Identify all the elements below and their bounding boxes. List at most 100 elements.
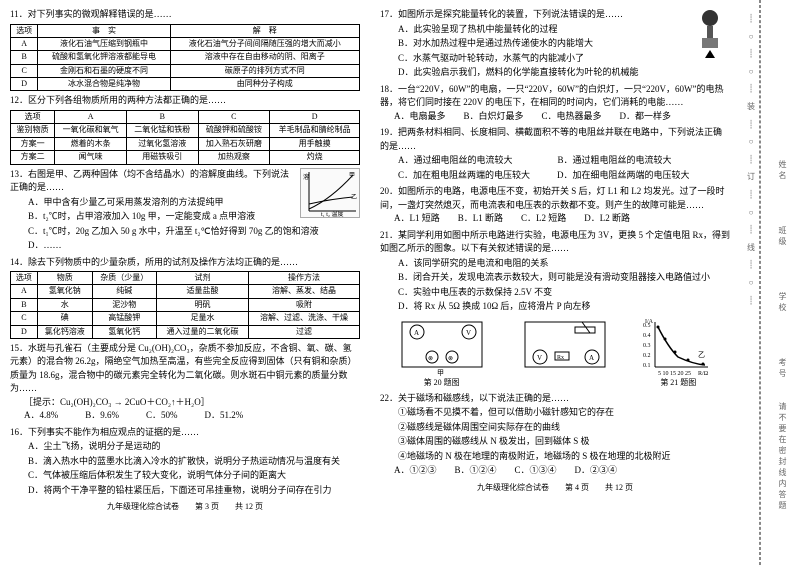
circuit-21: VRxA [520,317,610,389]
q20-title: 20．如图所示的电路，电源电压不变，初始开关 S 后，灯 L1 和 L2 均发光… [380,185,730,212]
svg-text:t₁ t₂ 温度: t₁ t₂ 温度 [321,210,344,217]
q22-opts: ①磁场看不见摸不着，但可以借助小磁针感知它的存在 ②磁感线是磁体周围空间实际存在… [380,406,730,463]
left-column: 11．对下列事实的微观解释错误的是…… 选项 事 实 解 释 A液化石油气压缩到… [0,0,370,565]
cell: 操作方法 [249,272,360,285]
q16: 16．下列事实不能作为相应观点的证据的是…… A．尘土飞扬，说明分子是运动的 B… [10,426,360,498]
solubility-graph: 甲乙溶t₁ t₂ 温度 [300,168,360,218]
opt: C．t₁℃时，20g 乙加入 50 g 水中，升温至 t₂℃恰好得到 70g 乙… [28,225,360,239]
cell: 溶解、过滤、洗涤、干燥 [249,312,360,325]
th: 事 实 [38,24,170,37]
cell: 加热观察 [198,151,270,164]
cell: D [11,325,38,338]
opt: A．该同学研究的是电流和电阻的关系 [398,257,730,271]
svg-text:A: A [414,329,419,337]
q18-opts: A．电扇最多 B．白炽灯最多 C．电热器最多 D．都一样多 [380,110,730,124]
q16-opts: A．尘土飞扬，说明分子是运动的 B．滴入热水中的蓝墨水比滴入冷水的扩散快，说明分… [10,440,360,497]
svg-text:V: V [537,354,542,362]
q20-opts: A．L1 短路 B．L1 断路 C．L2 短路 D．L2 断路 [380,212,730,226]
cell: A [11,37,38,50]
svg-text:R/Ω: R/Ω [698,371,709,377]
cell: 加入熟石灰研磨 [198,137,270,150]
cell: 物质 [37,272,92,285]
left-footer: 九年级理化综合试卷 第 3 页 共 12 页 [10,501,360,513]
circuit-20: A⊗⊗V甲 第 20 题图 [397,317,487,389]
cell: 氢氧化钠 [37,285,92,298]
opt: B．闭合开关，发现电流表示数较大，则可能是没有滑动变阻器接入电路值过小 [398,271,730,285]
graph-21b: 0.50.40.30.20.15 10 15 20 25R/ΩI/A乙 第 21… [643,317,713,389]
cell: 液化石油气压缩到钢瓶中 [38,37,170,50]
cell: C [11,312,38,325]
q11-table: 选项 事 实 解 释 A液化石油气压缩到钢瓶中液化石油气分子间间隔随压强的增大而… [10,24,360,92]
cell: 过滤 [249,325,360,338]
q14: 14．除去下列物质中的少量杂质，所用的试剂及操作方法均正确的是…… 选项 物质 … [10,256,360,339]
q14-title: 14．除去下列物质中的少量杂质，所用的试剂及操作方法均正确的是…… [10,256,360,270]
q12-table: 选项 A B C D 鉴别物质一氧化碳和氧气二氧化锰和铁粉硫酸钾和硫酸铵羊毛制品… [10,110,360,165]
q17: 17．如图所示是探究能量转化的装置，下列说法错误的是…… A．此实验呈现了热机中… [380,8,730,80]
opt: B．滴入热水中的蓝墨水比滴入冷水的扩散快，说明分子热运动情况与温度有关 [28,455,360,469]
svg-text:5 10 15 20 25: 5 10 15 20 25 [658,371,691,377]
cell: D [11,78,38,91]
cell: 杂质（少量） [92,272,156,285]
q15-hint: ［提示：Cu₂(OH)₂CO₃ → 2CuO＋CO₂↑＋H₂O］ [10,396,360,410]
cell: 羊毛制品和腈纶制品 [270,124,360,137]
svg-text:V: V [466,329,471,337]
opt: C．水蒸气驱动叶轮转动，水蒸气的内能减小了 [398,52,730,66]
side-text: 姓名 班级 学校 考号 请不要在密封线内答题 [777,160,788,512]
opt: ③磁体周围的磁感线从 N 极发出，回到磁体 S 极 [398,435,730,449]
svg-text:甲: 甲 [437,369,444,377]
cell: 泥沙物 [92,298,156,311]
opt: A．尘土飞扬，说明分子是运动的 [28,440,360,454]
binding-line [759,0,760,565]
q15: 15．水斑与孔雀石（主要成分是 Cu₂(OH)₂CO₃，杂质不参加反应，不含铜、… [10,342,360,423]
svg-text:⊗: ⊗ [448,356,453,362]
q19-title: 19．把两条材料相同、长度相同、横截面积不等的电阻丝并联在电路中，下列说法正确的… [380,126,730,153]
cell: 纯碱 [92,285,156,298]
svg-text:⊗: ⊗ [428,356,433,362]
q21-title: 21．某同学利用如图中所示电路进行实验，电源电压为 3V，更换 5 个定值电阻 … [380,229,730,256]
svg-text:甲: 甲 [349,172,355,179]
q19: 19．把两条材料相同、长度相同、横截面积不等的电阻丝并联在电路中，下列说法正确的… [380,126,730,182]
cell: 燃着的木条 [55,137,127,150]
cell: 硫酸钾和硫酸铵 [198,124,270,137]
cell: 方案二 [11,151,55,164]
cell: A [55,110,127,123]
q22-choice: A．①②③ B．①②④ C．①③④ D．②③④ [380,464,730,478]
svg-text:0.4: 0.4 [643,333,651,339]
q11: 11．对下列事实的微观解释错误的是…… 选项 事 实 解 释 A液化石油气压缩到… [10,8,360,91]
cell: 溶液中存在自由移动的阴、阳离子 [170,51,359,64]
svg-text:溶: 溶 [303,173,309,181]
opt: D．将两个干净平整的铅柱紧压后，下面还可吊挂重物，说明分子间存在引力 [28,484,360,498]
q22-title: 22．关于磁场和磁感线，以下说法正确的是…… [380,392,730,406]
opt: D．此实验启示我们，燃料的化学能直接转化为叶轮的机械能 [398,66,730,80]
cell: 由同种分子构成 [170,78,359,91]
svg-text:0.1: 0.1 [643,363,651,369]
q17-title: 17．如图所示是探究能量转化的装置，下列说法错误的是…… [380,8,730,22]
exam-page: 11．对下列事实的微观解释错误的是…… 选项 事 实 解 释 A液化石油气压缩到… [0,0,760,565]
q21: 21．某同学利用如图中所示电路进行实验，电源电压为 3V，更换 5 个定值电阻 … [380,229,730,389]
q17-opts: A．此实验呈现了热机中能量转化的过程 B．对水加热过程中是通过热传递使水的内能增… [380,23,730,80]
cell: B [11,298,38,311]
svg-text:乙: 乙 [698,351,705,359]
svg-text:0.2: 0.2 [643,353,651,359]
q13: 甲乙溶t₁ t₂ 温度 13．右图是甲、乙两种固体（均不含结晶水）的溶解度曲线。… [10,168,360,253]
cell: 用手触摸 [270,137,360,150]
q14-table: 选项 物质 杂质（少量） 试剂 操作方法 A氢氧化钠纯碱适量盐酸溶解、蒸发、结晶… [10,271,360,339]
cell: 用磁铁吸引 [126,151,198,164]
cell: 选项 [11,272,38,285]
cell: C [198,110,270,123]
cell: 通入过量的二氧化碳 [156,325,248,338]
right-column: 17．如图所示是探究能量转化的装置，下列说法错误的是…… A．此实验呈现了热机中… [370,0,740,565]
cell: 硫酸和氢氧化钾溶液都能导电 [38,51,170,64]
opt: A．通过细电阻丝的电流较大 B．通过粗电阻丝的电流较大 [398,154,730,168]
opt: C．实验中电压表的示数保持 2.5V 不变 [398,286,730,300]
opt: A．此实验呈现了热机中能量转化的过程 [398,23,730,37]
cell: 高锰酸钾 [92,312,156,325]
th: 选项 [11,24,38,37]
cell: 过氧化氢溶液 [126,137,198,150]
cell: 一氧化碳和氧气 [55,124,127,137]
cell: 明矾 [156,298,248,311]
cell: 方案一 [11,137,55,150]
svg-text:Rx: Rx [557,355,564,361]
cell: 碳原子的排列方式不同 [170,64,359,77]
cell: 足量水 [156,312,248,325]
